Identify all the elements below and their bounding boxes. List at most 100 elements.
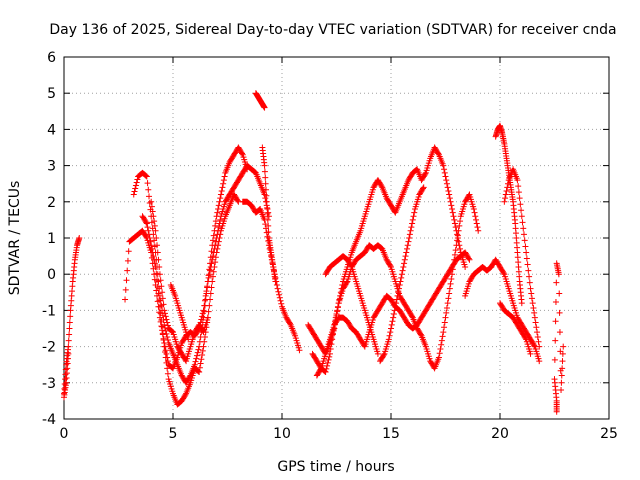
data-point xyxy=(531,309,538,316)
data-point xyxy=(442,173,449,180)
data-point xyxy=(164,322,171,329)
data-point xyxy=(209,242,216,249)
data-point xyxy=(504,184,511,191)
data-point xyxy=(443,309,450,316)
data-point xyxy=(443,180,450,187)
data-point xyxy=(148,245,155,252)
data-point xyxy=(389,318,396,325)
series-s17 xyxy=(492,122,525,307)
data-points xyxy=(61,90,567,415)
data-point xyxy=(501,198,508,205)
data-point xyxy=(324,362,331,369)
data-point xyxy=(523,249,530,256)
data-point xyxy=(130,191,137,198)
data-point xyxy=(210,232,217,239)
data-point xyxy=(559,350,566,357)
data-point xyxy=(151,260,158,267)
data-point xyxy=(199,327,206,334)
data-point xyxy=(435,150,442,157)
data-point xyxy=(326,353,333,360)
data-point xyxy=(408,224,415,231)
data-point xyxy=(197,360,204,367)
data-point xyxy=(201,333,208,340)
data-point xyxy=(503,187,510,194)
data-point xyxy=(439,333,446,340)
data-point xyxy=(522,335,529,342)
data-point xyxy=(521,237,528,244)
y-tick-label: 2 xyxy=(47,195,56,211)
data-point xyxy=(212,254,219,261)
data-point xyxy=(417,331,424,338)
series-s14 xyxy=(322,253,381,357)
data-point xyxy=(405,238,412,245)
data-point xyxy=(531,314,538,321)
data-point xyxy=(207,290,214,297)
data-point xyxy=(159,323,166,330)
data-point xyxy=(445,295,452,302)
data-point xyxy=(207,267,214,274)
data-point xyxy=(66,319,73,326)
data-point xyxy=(409,313,416,320)
y-tick-label: -1 xyxy=(42,303,56,319)
data-point xyxy=(514,177,521,184)
data-point xyxy=(66,331,73,338)
data-point xyxy=(196,364,203,371)
x-tick-label: 20 xyxy=(491,426,509,442)
series-s9 xyxy=(252,90,268,111)
data-point xyxy=(516,195,523,202)
data-point xyxy=(162,349,169,356)
data-point xyxy=(194,349,201,356)
y-tick-label: -4 xyxy=(42,412,56,428)
data-point xyxy=(148,203,155,210)
chart-title: Day 136 of 2025, Sidereal Day-to-day VTE… xyxy=(49,22,616,38)
data-point xyxy=(449,206,456,213)
data-point xyxy=(265,228,272,235)
data-point xyxy=(361,342,368,349)
data-point xyxy=(536,343,543,350)
data-point xyxy=(199,313,206,320)
data-point xyxy=(385,336,392,343)
data-point xyxy=(446,191,453,198)
data-point xyxy=(221,173,228,180)
series-s7 xyxy=(167,282,192,343)
data-point xyxy=(199,347,206,354)
data-point xyxy=(125,248,132,255)
data-point xyxy=(274,285,281,292)
data-point xyxy=(558,372,565,379)
data-point xyxy=(213,249,220,256)
data-point xyxy=(442,314,449,321)
data-point xyxy=(205,308,212,315)
y-axis-label: SDTVAR / TECUs xyxy=(7,181,23,296)
data-point xyxy=(398,274,405,281)
data-point xyxy=(211,227,218,234)
data-point xyxy=(447,198,454,205)
data-point xyxy=(422,171,429,178)
data-point xyxy=(518,213,525,220)
data-point xyxy=(276,294,283,301)
data-point xyxy=(528,290,535,297)
data-point xyxy=(391,307,398,314)
data-point xyxy=(169,328,176,335)
data-point xyxy=(398,271,405,278)
data-point xyxy=(445,187,452,194)
data-point xyxy=(524,261,531,268)
data-point xyxy=(65,343,72,350)
data-point xyxy=(465,255,472,262)
data-point xyxy=(160,301,167,308)
data-point xyxy=(158,283,165,290)
data-point xyxy=(402,253,409,260)
data-point xyxy=(151,222,158,229)
data-point xyxy=(217,195,224,202)
series-s8 xyxy=(239,198,303,354)
data-point xyxy=(143,173,150,180)
data-point xyxy=(446,285,453,292)
data-point xyxy=(215,238,222,245)
data-point xyxy=(395,289,402,296)
data-point xyxy=(152,227,159,234)
data-point xyxy=(161,343,168,350)
data-point xyxy=(440,162,447,169)
data-point xyxy=(450,213,457,220)
data-point xyxy=(164,319,171,326)
series-s6 xyxy=(148,198,211,365)
data-point xyxy=(462,263,469,270)
